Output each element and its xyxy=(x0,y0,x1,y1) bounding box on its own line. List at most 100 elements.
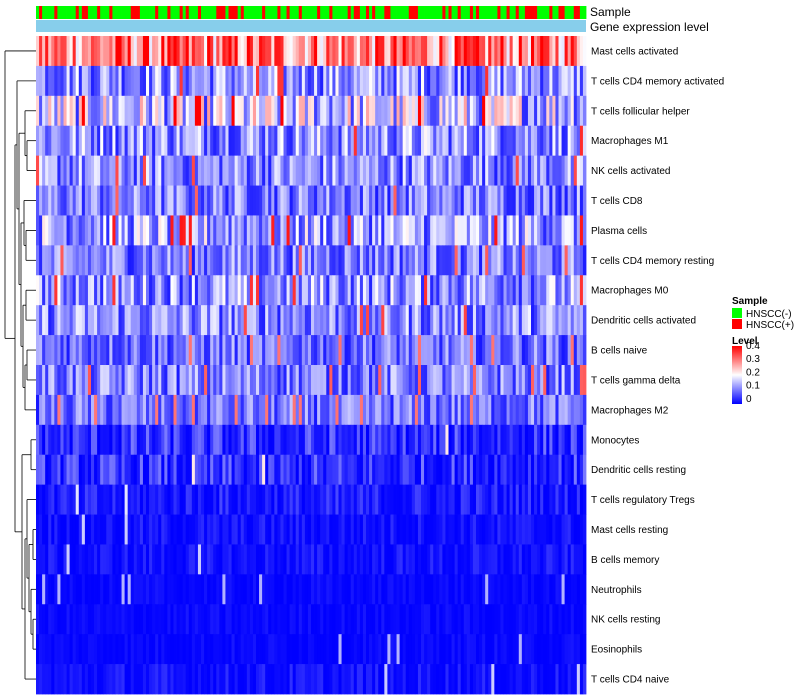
heatmap-cell xyxy=(262,65,266,97)
heatmap-cell xyxy=(540,604,544,635)
heatmap-cell xyxy=(378,514,382,545)
heatmap-cell xyxy=(436,335,440,366)
heatmap-cell xyxy=(494,155,498,186)
heatmap-cell xyxy=(399,394,404,426)
heatmap-cell xyxy=(479,574,483,605)
heatmap-cell xyxy=(210,36,214,67)
heatmap-cell xyxy=(347,65,352,97)
heatmap-cell xyxy=(537,394,541,426)
heatmap-cell xyxy=(494,365,498,396)
heatmap-cell xyxy=(213,544,217,575)
heatmap-cell xyxy=(579,65,584,97)
heatmap-cell xyxy=(561,574,566,605)
heatmap-cell xyxy=(182,305,187,336)
heatmap-cell xyxy=(182,424,187,456)
heatmap-cell xyxy=(295,574,300,605)
heatmap-cell xyxy=(130,245,135,276)
heatmap-cell xyxy=(387,454,391,486)
heatmap-cell xyxy=(454,65,459,97)
heatmap-cell xyxy=(249,365,254,396)
heatmap-cell xyxy=(228,65,232,97)
heatmap-cell xyxy=(283,65,287,97)
heatmap-cell xyxy=(485,335,489,366)
heatmap-cell xyxy=(387,65,391,97)
heatmap-cell xyxy=(185,365,190,396)
heatmap-cell xyxy=(94,365,98,396)
heatmap-cell xyxy=(405,275,410,306)
heatmap-cell xyxy=(84,95,89,127)
heatmap-cell xyxy=(216,245,220,276)
heatmap-cell xyxy=(152,335,156,366)
heatmap-cell xyxy=(317,215,321,246)
heatmap-cell xyxy=(307,604,312,635)
heatmap-cell xyxy=(191,544,196,575)
heatmap-cell xyxy=(335,544,339,575)
heatmap-cell xyxy=(185,125,190,157)
sample-annotation-cell xyxy=(372,6,376,19)
heatmap-cell xyxy=(201,604,205,635)
heatmap-cell xyxy=(524,574,529,605)
heatmap-cell xyxy=(170,36,174,67)
heatmap-cell xyxy=(497,155,501,186)
heatmap-cell xyxy=(170,185,174,216)
heatmap-cell xyxy=(430,215,434,246)
heatmap-cell xyxy=(503,125,507,157)
heatmap-cell xyxy=(121,664,126,695)
heatmap-cell xyxy=(304,634,309,665)
heatmap-cell xyxy=(552,365,556,396)
heatmap-cell xyxy=(323,604,327,635)
heatmap-cell xyxy=(274,185,278,216)
heatmap-cell xyxy=(39,125,43,157)
heatmap-cell xyxy=(543,215,547,246)
heatmap-cell xyxy=(521,275,526,306)
heatmap-cell xyxy=(537,95,541,127)
heatmap-cell xyxy=(414,424,419,456)
sample-annotation-cell xyxy=(454,6,459,19)
heatmap-cell xyxy=(381,155,385,186)
heatmap-cell xyxy=(314,365,318,396)
heatmap-cell xyxy=(106,454,110,486)
heatmap-cell xyxy=(121,305,126,336)
heatmap-cell xyxy=(500,36,504,67)
heatmap-cell xyxy=(405,484,410,515)
heatmap-cell xyxy=(84,544,89,575)
heatmap-cell xyxy=(194,574,199,605)
heatmap-cell xyxy=(133,574,138,605)
heatmap-cell xyxy=(60,155,64,186)
heatmap-cell xyxy=(301,125,306,157)
heatmap-cell xyxy=(170,215,174,246)
heatmap-cell xyxy=(344,574,349,605)
heatmap-cell xyxy=(45,484,49,515)
heatmap-cell xyxy=(479,634,483,665)
heatmap-cell xyxy=(103,185,107,216)
heatmap-cell xyxy=(191,95,196,127)
heatmap-cell xyxy=(237,185,242,216)
heatmap-cell xyxy=(36,634,40,665)
heatmap-cell xyxy=(387,365,391,396)
heatmap-cell xyxy=(445,215,449,246)
heatmap-cell xyxy=(97,574,101,605)
heatmap-cell xyxy=(185,514,190,545)
sample-annotation-cell xyxy=(540,6,544,19)
heatmap-cell xyxy=(521,125,526,157)
heatmap-cell xyxy=(469,305,474,336)
heatmap-cell xyxy=(543,454,547,486)
heatmap-cell xyxy=(378,95,382,127)
heatmap-cell xyxy=(576,245,581,276)
heatmap-cell xyxy=(304,335,309,366)
heatmap-cell xyxy=(540,305,544,336)
heatmap-cell xyxy=(570,544,575,575)
heatmap-cell xyxy=(442,424,446,456)
heatmap-cell xyxy=(292,454,297,486)
heatmap-cell xyxy=(476,335,480,366)
heatmap-cell xyxy=(249,275,254,306)
heatmap-cell xyxy=(390,544,394,575)
heatmap-cell xyxy=(338,305,342,336)
heatmap-cell xyxy=(170,634,174,665)
heatmap-cell xyxy=(408,36,413,67)
heatmap-cell xyxy=(387,185,391,216)
heatmap-cell xyxy=(421,335,425,366)
heatmap-cell xyxy=(54,65,58,97)
heatmap-cell xyxy=(317,664,321,695)
heatmap-cell xyxy=(552,574,556,605)
